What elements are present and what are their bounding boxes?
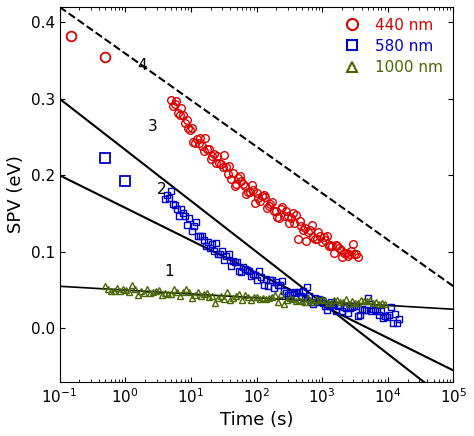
X-axis label: Time (s): Time (s)	[220, 411, 293, 429]
Y-axis label: SPV (eV): SPV (eV)	[7, 156, 25, 233]
Text: 3: 3	[148, 119, 157, 134]
Text: 1: 1	[165, 264, 174, 279]
Legend: 440 nm, 580 nm, 1000 nm: 440 nm, 580 nm, 1000 nm	[330, 11, 449, 81]
Text: 4: 4	[137, 58, 146, 73]
Text: 2: 2	[156, 182, 166, 198]
